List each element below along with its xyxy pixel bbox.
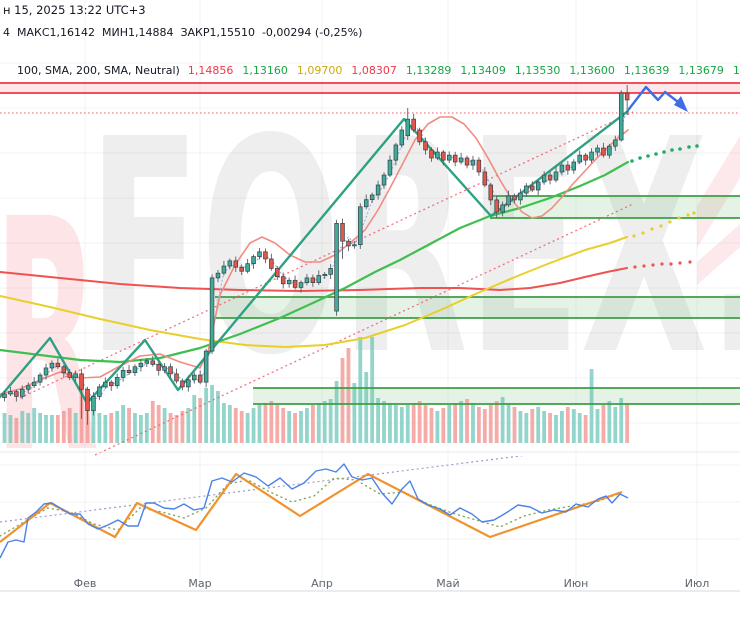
time-axis-label[interactable]: Мар xyxy=(188,577,211,590)
indicator-value: 1,08307 xyxy=(351,64,397,77)
zones xyxy=(0,83,740,404)
grid xyxy=(0,0,740,591)
indicator-value: 1,13530 xyxy=(514,64,561,77)
support-zone-middle xyxy=(215,297,740,318)
indicator-readout: 100, SMA, 200, SMA, Neutral) 1,14856 1,131… xyxy=(3,53,740,89)
forecast-arrow xyxy=(627,85,688,112)
ohlc-readout: 4 МАКС1,16142 МИН1,14884 ЗАКР1,15510 -0,… xyxy=(3,26,363,39)
indicator-value: 1,13409 xyxy=(460,64,506,77)
indicator-value: 1,13160 xyxy=(242,64,288,77)
time-axis-label[interactable]: Май xyxy=(436,577,459,590)
resistance-zone xyxy=(0,83,740,93)
sma-20-line xyxy=(0,116,629,395)
time-axis-label[interactable]: Фев xyxy=(74,577,97,590)
time-axis-label[interactable]: Апр xyxy=(311,577,333,590)
indicator-value: 1,13733 xyxy=(732,64,740,77)
support-zone-lower xyxy=(253,388,740,404)
zigzag-line xyxy=(0,109,630,405)
sma-100-projection-dots xyxy=(632,211,696,238)
indicator-values: 1,14856 1,13160 1,09700 1,08307 1,13289 1,134… xyxy=(188,64,740,77)
oscillator-main-line xyxy=(0,463,629,559)
oscillator-panel[interactable] xyxy=(0,428,740,559)
indicator-value: 1,13679 xyxy=(678,64,724,77)
time-axis-label[interactable]: Июн xyxy=(564,577,589,590)
indicator-value: 1,09700 xyxy=(296,64,343,77)
indicator-value: 1,14856 xyxy=(187,64,234,77)
indicator-value: 1,13600 xyxy=(569,64,615,77)
sma-200-line xyxy=(0,267,628,292)
time-axis-label[interactable]: Июл xyxy=(685,577,710,590)
sma-50-projection-dots xyxy=(630,144,699,163)
candles xyxy=(2,84,630,425)
sma-100-line xyxy=(0,236,628,348)
indicator-value: 1,13639 xyxy=(623,64,670,77)
chart-datetime: н 15, 2025 13:22 UTC+3 xyxy=(3,3,146,17)
support-zone-upper xyxy=(490,196,740,218)
svg-text:FOREX.c: FOREX.c xyxy=(88,76,740,420)
channel-lines xyxy=(19,111,634,456)
time-axis[interactable]: Фев Мар Апр Май Июн Июл xyxy=(74,577,710,590)
indicator-value: 1,13289 xyxy=(405,64,452,77)
volume-bars xyxy=(2,337,630,443)
sma-200-projection-dots xyxy=(633,260,692,269)
indicator-readout-prefix: 100, SMA, 200, SMA, Neutral) xyxy=(17,64,180,77)
ema-dotted-line xyxy=(3,110,628,400)
oscillator-signal-dotted xyxy=(0,477,619,537)
